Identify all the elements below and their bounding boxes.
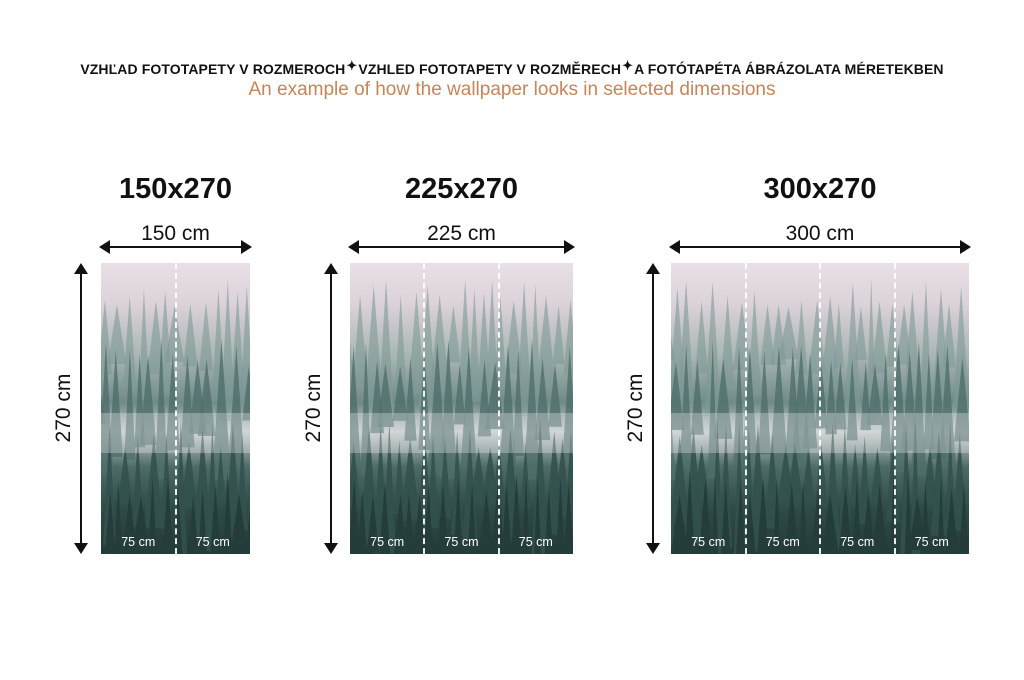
wallpaper-preview: 75 cm 75 cm 75 cm 75 cm (671, 263, 969, 554)
height-label: 270 cm (52, 373, 75, 443)
wallpaper-preview: 75 cm 75 cm 75 cm (350, 263, 573, 554)
height-label: 270 cm (624, 373, 647, 443)
panel-width-label: 75 cm (765, 535, 800, 549)
width-label: 300 cm (785, 222, 855, 245)
width-label: 150 cm (141, 222, 210, 245)
width-label: 225 cm (427, 222, 496, 245)
header-title: VZHĽAD FOTOTAPETY V ROZMEROCH✦VZHLED FOT… (0, 58, 1024, 77)
panel-width-label: 75 cm (518, 535, 553, 549)
panel-seam (893, 263, 896, 554)
height-arrow (324, 263, 338, 554)
wallpaper-preview: 75 cm 75 cm (101, 263, 250, 554)
title-cz: VZHLED FOTOTAPETY V ROZMĚRECH (358, 61, 622, 77)
panel-width-label: 75 cm (691, 535, 726, 549)
panel-width-label: 75 cm (444, 535, 479, 549)
size-title: 150x270 (119, 173, 232, 205)
width-arrow (669, 240, 971, 254)
panel-width-label: 75 cm (914, 535, 949, 549)
subtitle: An example of how the wallpaper looks in… (248, 79, 776, 100)
panel-width-label: 75 cm (195, 535, 230, 549)
size-title: 225x270 (405, 173, 518, 205)
size-title: 300x270 (763, 173, 877, 205)
panel-width-label: 75 cm (121, 535, 156, 549)
sparkle-icon: ✦ (346, 58, 358, 73)
sparkle-icon: ✦ (622, 58, 634, 73)
panel-width-label: 75 cm (840, 535, 875, 549)
panel-seam (497, 263, 500, 554)
height-arrow (74, 263, 88, 554)
width-arrow (348, 240, 575, 254)
panel-width-label: 75 cm (370, 535, 405, 549)
panel-seam (423, 263, 426, 554)
width-arrow (99, 240, 252, 254)
panel-seam (174, 263, 177, 554)
panel-seam (744, 263, 747, 554)
panel-seam (819, 263, 821, 554)
title-sk: VZHĽAD FOTOTAPETY V ROZMEROCH (80, 61, 346, 77)
height-label: 270 cm (302, 373, 325, 443)
title-hu: A FOTÓTAPÉTA ÁBRÁZOLATA MÉRETEKBEN (634, 61, 944, 77)
height-arrow (646, 263, 660, 554)
